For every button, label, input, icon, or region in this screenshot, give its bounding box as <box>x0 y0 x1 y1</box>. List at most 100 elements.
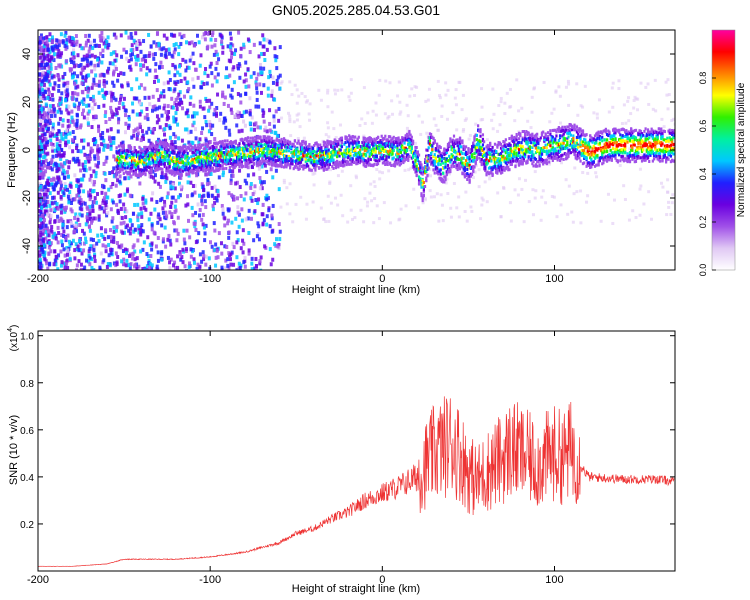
heatmap-cell <box>175 160 178 164</box>
heatmap-cell <box>264 147 268 151</box>
heatmap-cell <box>209 153 212 157</box>
heatmap-cell <box>312 183 316 187</box>
heatmap-cell <box>480 203 484 207</box>
heatmap-cell <box>292 151 295 155</box>
heatmap-cell <box>104 202 108 207</box>
heatmap-cell <box>216 152 219 156</box>
heatmap-cell <box>266 147 269 151</box>
heatmap-cell <box>58 53 62 58</box>
heatmap-cell <box>228 156 231 160</box>
heatmap-cell <box>250 198 254 203</box>
heatmap-cell <box>363 164 366 168</box>
heatmap-cell <box>46 47 50 52</box>
heatmap-cell <box>295 153 298 157</box>
heatmap-cell <box>192 171 195 175</box>
heatmap-cell <box>378 177 382 181</box>
heatmap-cell <box>41 166 45 171</box>
heatmap-cell <box>559 203 563 207</box>
heatmap-cell <box>346 147 350 151</box>
heatmap-cell <box>43 62 47 67</box>
heatmap-cell <box>350 141 353 145</box>
heatmap-cell <box>136 214 140 219</box>
heatmap-cell <box>120 144 123 148</box>
heatmap-cell <box>118 199 122 204</box>
heatmap-cell <box>239 93 243 98</box>
heatmap-cell <box>351 147 354 151</box>
heatmap-cell <box>172 263 176 268</box>
heatmap-cell <box>127 123 131 128</box>
heatmap-cell <box>297 154 300 158</box>
heatmap-cell <box>352 160 356 164</box>
heatmap-cell <box>180 138 184 143</box>
heatmap-cell <box>55 202 59 207</box>
heatmap-cell <box>204 96 208 101</box>
heatmap-cell <box>164 143 168 147</box>
heatmap-cell <box>552 107 556 111</box>
heatmap-cell <box>215 111 219 116</box>
heatmap-cell <box>157 137 161 142</box>
heatmap-cell <box>180 157 183 161</box>
heatmap-cell <box>397 218 401 222</box>
heatmap-cell <box>141 267 145 270</box>
heatmap-cell <box>78 189 82 194</box>
heatmap-cell <box>136 126 140 131</box>
heatmap-cell <box>64 140 68 145</box>
heatmap-cell <box>125 56 129 61</box>
heatmap-cell <box>254 80 258 85</box>
heatmap-cell <box>213 141 216 145</box>
heatmap-cell <box>250 165 254 170</box>
heatmap-cell <box>440 104 444 108</box>
heatmap-cell <box>121 168 124 172</box>
heatmap-cell <box>243 149 246 153</box>
heatmap-cell <box>147 32 151 37</box>
heatmap-cell <box>177 195 181 200</box>
heatmap-cell <box>228 152 231 156</box>
heatmap-cell <box>255 86 259 91</box>
heatmap-cell <box>164 244 168 249</box>
heatmap-cell <box>454 103 458 107</box>
heatmap-cell <box>361 140 364 144</box>
heatmap-cell <box>239 263 243 268</box>
heatmap-cell <box>177 44 181 49</box>
heatmap-cell <box>332 161 335 165</box>
heatmap-cell <box>151 169 155 174</box>
heatmap-cell <box>101 234 105 239</box>
heatmap-cell <box>100 60 104 65</box>
heatmap-cell <box>410 87 414 91</box>
heatmap-cell <box>354 174 358 178</box>
heatmap-cell <box>258 125 262 130</box>
heatmap-cell <box>223 116 227 121</box>
heatmap-cell <box>221 164 224 168</box>
heatmap-cell <box>202 257 206 262</box>
heatmap-cell <box>214 169 217 173</box>
heatmap-cell <box>229 181 233 186</box>
heatmap-cell <box>261 44 265 49</box>
heatmap-cell <box>228 44 232 49</box>
heatmap-cell <box>358 153 362 157</box>
heatmap-cell <box>296 155 299 159</box>
heatmap-cell <box>268 121 272 126</box>
heatmap-cell <box>60 51 64 56</box>
heatmap-cell <box>441 219 445 223</box>
heatmap-cell <box>170 96 174 101</box>
heatmap-cell <box>84 168 88 173</box>
heatmap-cell <box>256 125 260 130</box>
heatmap-cell <box>227 128 231 133</box>
heatmap-cell <box>190 169 193 173</box>
heatmap-cell <box>524 178 528 182</box>
heatmap-cell <box>586 171 590 175</box>
heatmap-cell <box>226 207 230 212</box>
heatmap-cell <box>634 97 638 101</box>
heatmap-cell <box>251 192 255 197</box>
heatmap-cell <box>50 35 54 40</box>
heatmap-cell <box>242 155 245 159</box>
heatmap-cell <box>194 127 198 132</box>
heatmap-cell <box>148 159 151 163</box>
heatmap-cell <box>96 192 100 197</box>
heatmap-cell <box>144 167 147 171</box>
heatmap-cell <box>463 209 467 213</box>
heatmap-cell <box>88 197 92 202</box>
heatmap-cell <box>374 113 378 117</box>
heatmap-cell <box>70 42 74 47</box>
heatmap-cell <box>79 71 83 76</box>
